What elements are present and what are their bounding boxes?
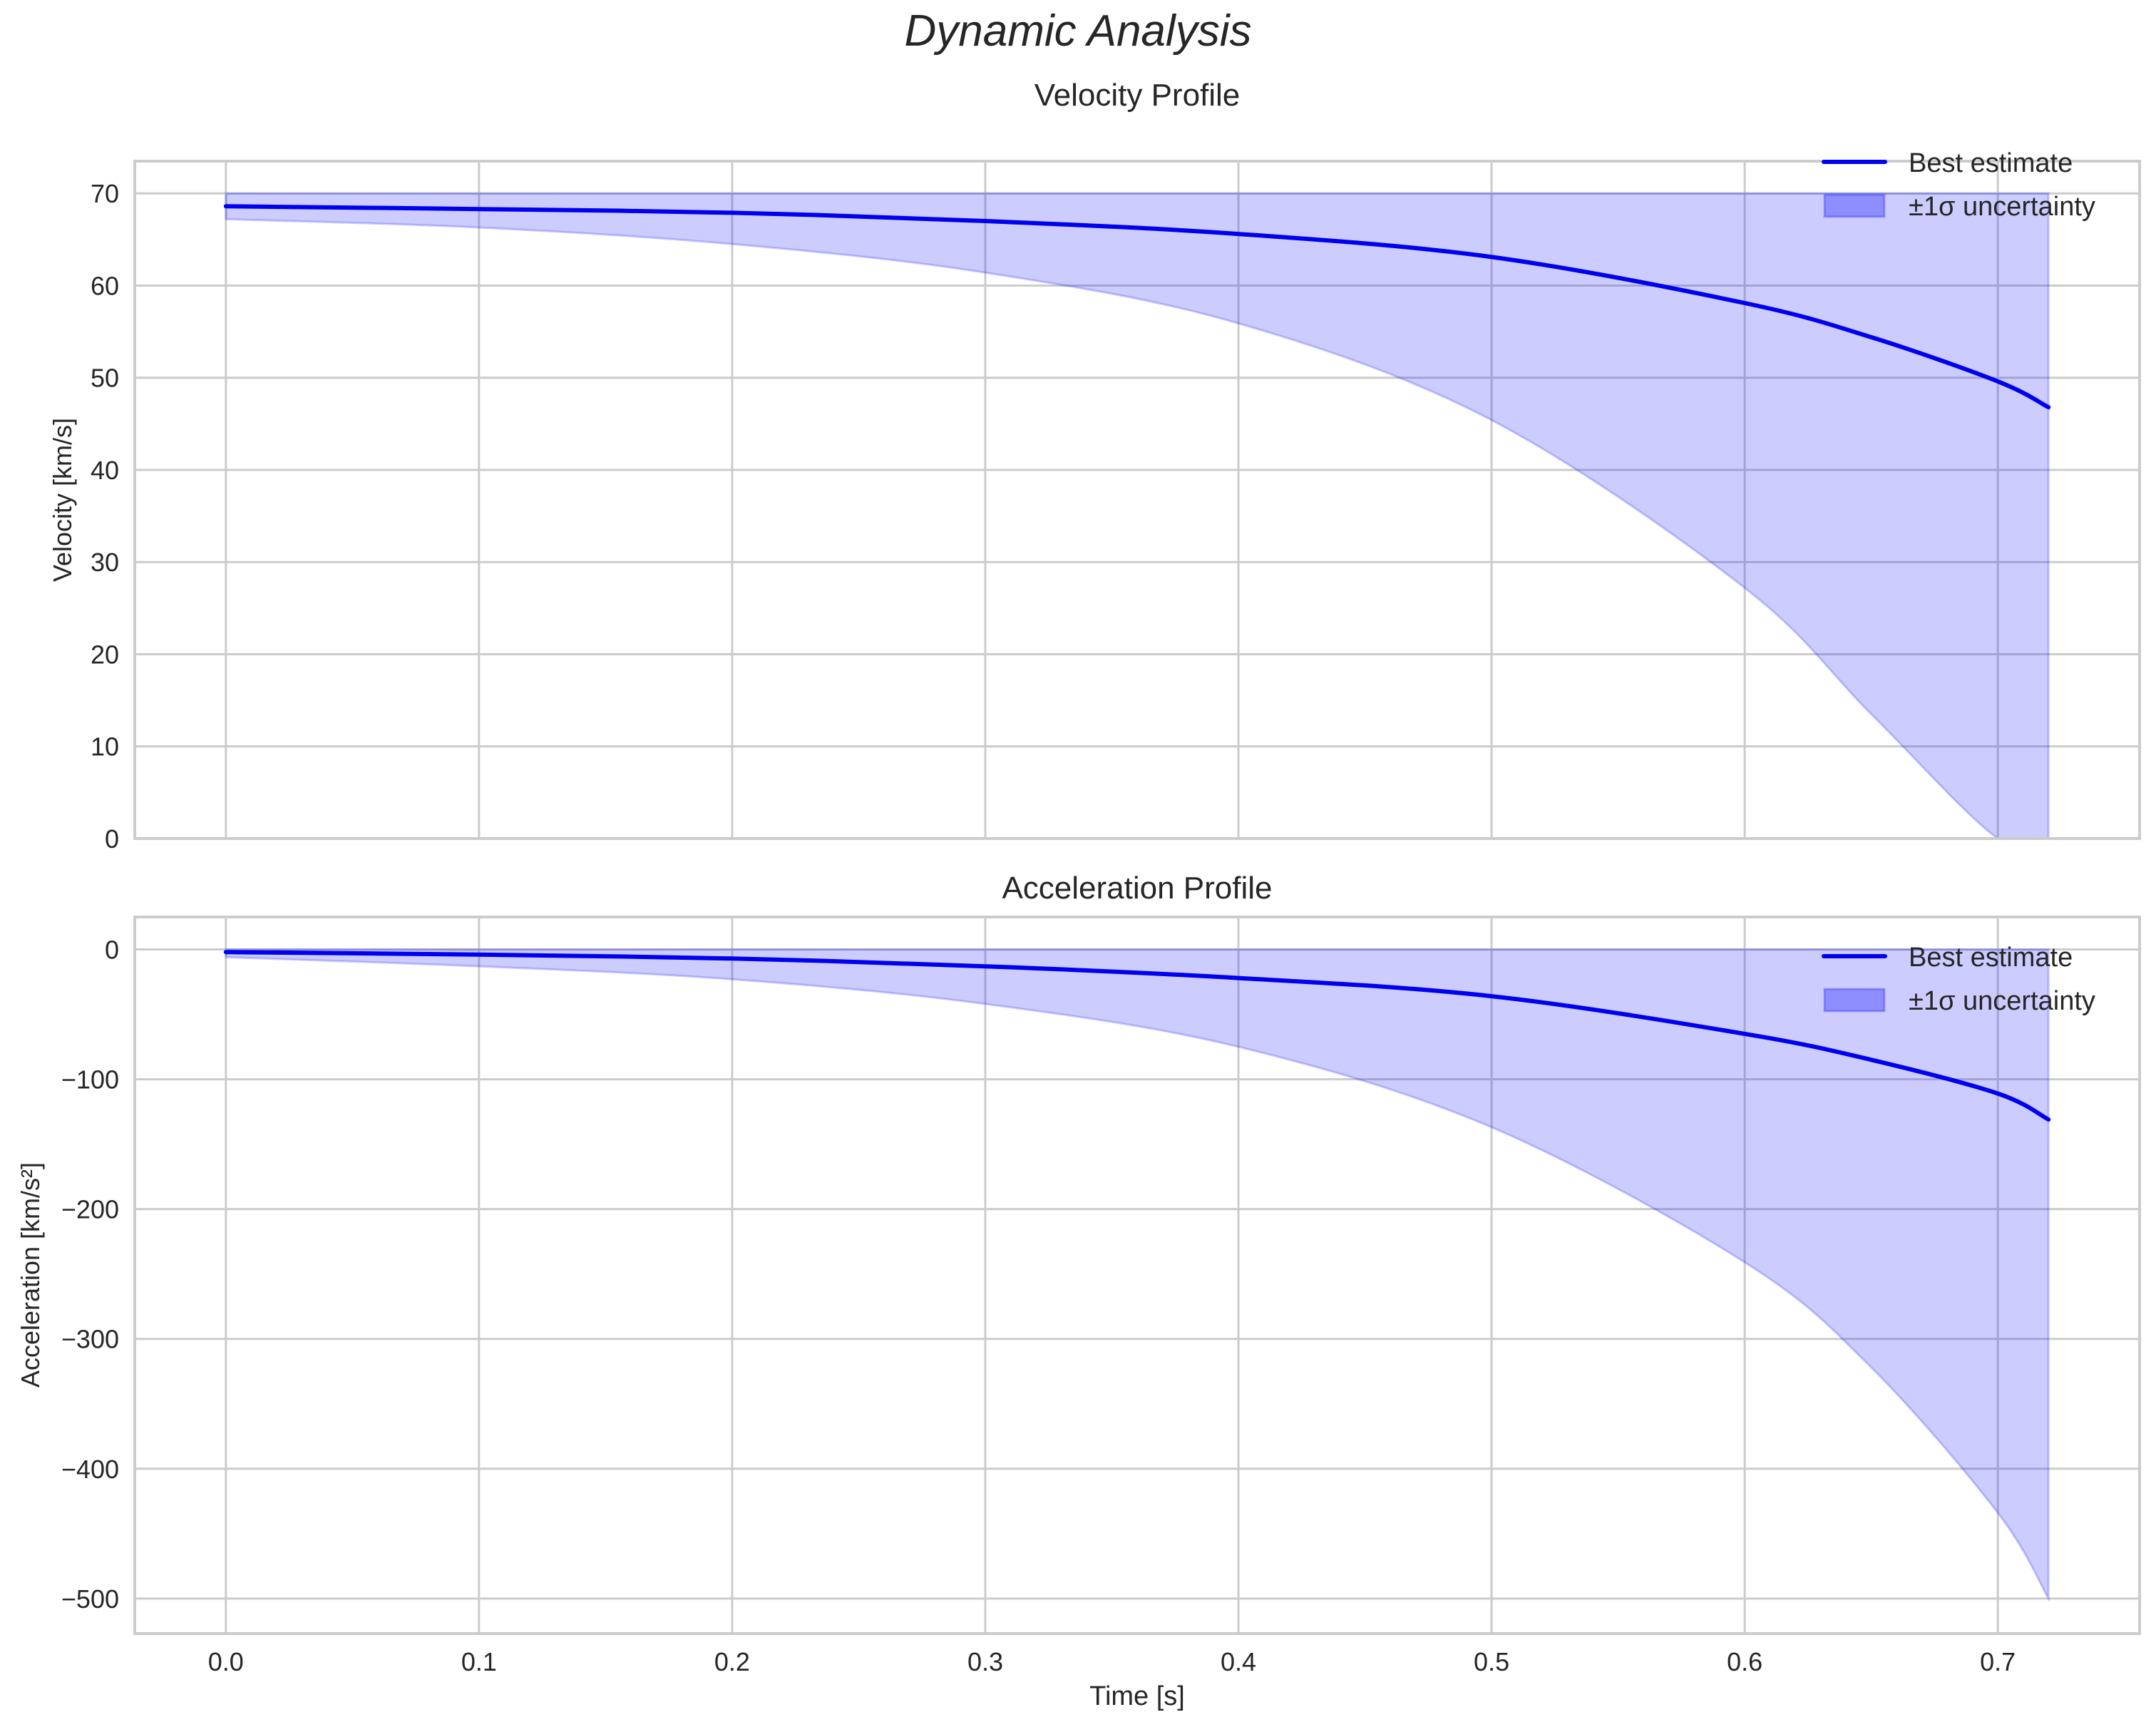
x-tick-label: 0.0 <box>208 1647 244 1676</box>
velocity-y-tick-labels: 0 10 20 30 40 50 60 70 <box>91 179 119 854</box>
legend-label-uncertainty: ±1σ uncertainty <box>1909 192 2095 222</box>
legend-label-best-estimate: Best estimate <box>1909 148 2073 178</box>
velocity-uncertainty-band <box>225 192 2050 839</box>
velocity-best-estimate-line <box>223 204 2051 410</box>
acceleration-title: Acceleration Profile <box>1002 871 1272 906</box>
acceleration-grid <box>135 917 2140 1634</box>
acceleration-axes-frame <box>133 916 2141 1635</box>
y-tick-label: −300 <box>61 1325 119 1354</box>
legend-band-swatch <box>1823 988 1886 1013</box>
acceleration-uncertainty-band <box>225 948 2050 1603</box>
x-tick-label: 0.5 <box>1474 1647 1509 1676</box>
y-tick-label: 70 <box>91 179 119 208</box>
y-tick-label: 10 <box>91 732 119 762</box>
y-tick-label: 0 <box>105 824 119 854</box>
x-tick-label: 0.3 <box>967 1647 1003 1676</box>
x-tick-label: 0.4 <box>1221 1647 1256 1676</box>
velocity-legend: Best estimate ±1σ uncertainty <box>1822 148 2095 222</box>
acceleration-legend: Best estimate ±1σ uncertainty <box>1822 943 2095 1016</box>
y-tick-label: 50 <box>91 364 119 393</box>
velocity-axes-frame <box>133 160 2141 840</box>
acceleration-y-axis-label: Acceleration [km/s²] <box>16 1162 45 1388</box>
y-tick-label: 40 <box>91 456 119 485</box>
acceleration-axes: Acceleration Profile 0 −100 −200 −300 −400 −5… <box>16 871 2141 1711</box>
x-tick-label: 0.1 <box>461 1647 497 1676</box>
y-tick-label: 30 <box>91 548 119 577</box>
y-tick-label: −400 <box>61 1455 119 1484</box>
x-tick-label: 0.7 <box>1980 1647 2016 1676</box>
y-tick-label: 0 <box>105 936 119 965</box>
legend-label-uncertainty: ±1σ uncertainty <box>1909 986 2095 1016</box>
y-tick-label: −500 <box>61 1584 119 1614</box>
x-axis-label: Time [s] <box>1089 1681 1185 1711</box>
x-tick-label: 0.2 <box>714 1647 750 1676</box>
legend-label-best-estimate: Best estimate <box>1909 943 2073 973</box>
acceleration-y-tick-labels: 0 −100 −200 −300 −400 −500 <box>61 936 119 1614</box>
velocity-axes: Velocity Profile 0 10 20 30 40 50 60 70 Velocit… <box>48 78 2141 854</box>
y-tick-label: −100 <box>61 1065 119 1095</box>
legend-band-swatch <box>1823 193 1886 218</box>
velocity-y-axis-label: Velocity [km/s] <box>48 418 77 582</box>
y-tick-label: −200 <box>61 1195 119 1224</box>
velocity-title: Velocity Profile <box>1035 78 1241 113</box>
acceleration-best-estimate-line <box>223 950 2051 1122</box>
y-tick-label: 20 <box>91 640 119 669</box>
x-tick-label: 0.6 <box>1727 1647 1762 1676</box>
figure-suptitle: Dynamic Analysis <box>904 6 1252 56</box>
x-tick-labels: 0.0 0.1 0.2 0.3 0.4 0.5 0.6 0.7 <box>208 1647 2016 1676</box>
y-tick-label: 60 <box>91 271 119 300</box>
